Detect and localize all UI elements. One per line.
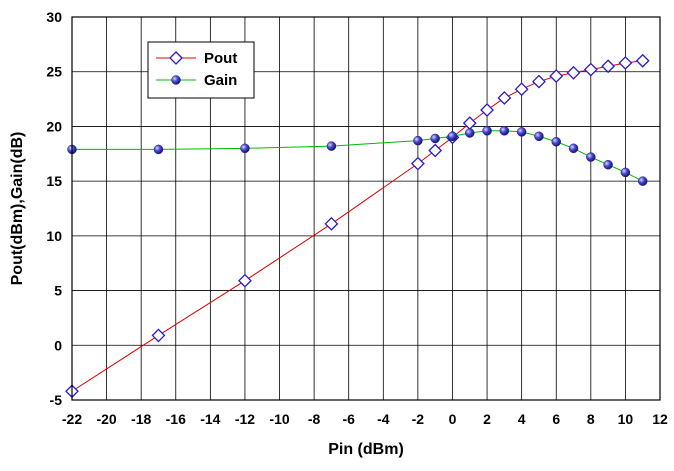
data-point-gain (586, 152, 596, 162)
y-tick-label: -5 (50, 392, 63, 408)
data-point-gain (447, 131, 458, 142)
data-point-pout (410, 156, 425, 171)
x-axis-label: Pin (dBm) (328, 441, 404, 458)
tick-labels: -22 -20 -18 -16 -14 -12 -10 -8 -6 -4 -2 0 2 4 6 8 10 12-5… (46, 9, 668, 427)
y-tick-label: 5 (54, 283, 62, 299)
legend-marker-pout (169, 51, 183, 65)
x-tick-label: 2 (483, 411, 491, 427)
data-point-pout (635, 53, 650, 68)
series-plot (65, 53, 650, 399)
x-tick-label: -22 (62, 411, 82, 427)
data-point-gain (637, 176, 648, 186)
y-tick-label: 10 (46, 228, 62, 244)
data-point-pout (480, 103, 494, 117)
data-point-pout (324, 216, 339, 231)
x-tick-label: 8 (587, 411, 595, 427)
x-tick-label: -18 (131, 411, 151, 427)
x-tick-label: 6 (552, 411, 560, 427)
x-tick-label: 12 (652, 411, 668, 427)
data-point-pout (428, 143, 443, 158)
y-tick-label: 0 (54, 337, 62, 353)
x-tick-label: -20 (96, 411, 116, 427)
data-point-gain (465, 128, 475, 138)
series-line-pout (71, 60, 643, 392)
x-tick-label: -8 (308, 411, 321, 427)
x-tick-label: 10 (618, 411, 634, 427)
series-pout (65, 53, 650, 399)
legend-marker-gain (171, 75, 181, 85)
data-point-gain (516, 127, 527, 137)
x-tick-label: -10 (269, 411, 289, 427)
data-point-gain (240, 143, 250, 154)
x-tick-label: -4 (377, 411, 390, 427)
data-point-pout (601, 59, 616, 74)
data-point-gain (413, 135, 423, 146)
x-tick-label: -2 (412, 411, 425, 427)
plot-frame (71, 16, 661, 401)
legend-label-pout: Pout (204, 50, 237, 67)
x-tick-label: 4 (518, 411, 526, 427)
data-point-gain (568, 143, 579, 154)
legend-marker-shape (169, 51, 183, 65)
data-point-pout (583, 62, 598, 77)
data-point-gain (326, 141, 337, 151)
x-tick-label: -12 (235, 411, 255, 427)
data-point-gain (430, 133, 440, 144)
data-point-pout (532, 74, 546, 89)
data-point-pout (514, 82, 529, 97)
legend: Pout Gain (147, 41, 255, 99)
y-tick-label: 30 (46, 9, 62, 25)
data-point-pout (151, 328, 166, 343)
x-tick-label: -6 (342, 411, 355, 427)
y-tick-label: 20 (46, 118, 62, 134)
data-point-pout (238, 273, 252, 288)
data-point-gain (499, 126, 510, 136)
data-point-gain (153, 144, 164, 155)
data-point-pout (549, 69, 564, 84)
legend-label-gain: Gain (204, 72, 237, 89)
x-tick-label: -14 (200, 411, 220, 427)
y-tick-label: 25 (46, 64, 62, 80)
data-point-pout (618, 56, 633, 70)
data-point-pout (462, 116, 477, 131)
x-tick-label: -16 (166, 411, 186, 427)
data-point-gain (551, 136, 561, 147)
legend-box (147, 41, 255, 99)
data-point-pout (566, 65, 581, 80)
legend-marker-shape (171, 75, 181, 85)
data-point-pout (497, 91, 512, 105)
data-point-gain (482, 126, 492, 136)
x-tick-label: 0 (449, 411, 457, 427)
data-point-gain (620, 167, 631, 178)
series-gain (67, 126, 648, 186)
data-point-gain (603, 159, 613, 170)
y-tick-label: 15 (46, 173, 62, 189)
y-axis-label: Pout(dBm),Gain(dB) (9, 132, 26, 286)
data-point-gain (534, 131, 544, 142)
